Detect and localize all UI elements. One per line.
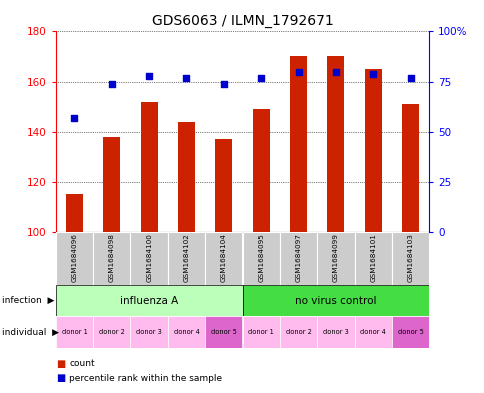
Text: donor 4: donor 4	[360, 329, 385, 335]
Bar	[364, 69, 381, 232]
Text: GSM1684103: GSM1684103	[407, 233, 413, 282]
Bar	[317, 232, 354, 285]
Text: infection  ▶: infection ▶	[2, 296, 55, 305]
Bar	[178, 122, 195, 232]
Text: GDS6063 / ILMN_1792671: GDS6063 / ILMN_1792671	[151, 14, 333, 28]
Text: GSM1684098: GSM1684098	[108, 233, 115, 282]
Text: count: count	[69, 359, 95, 368]
Bar	[317, 316, 354, 348]
Bar	[56, 316, 93, 348]
Bar	[130, 232, 167, 285]
Bar	[252, 109, 269, 232]
Bar	[56, 285, 242, 316]
Bar	[167, 232, 205, 285]
Bar	[93, 316, 130, 348]
Point	[294, 68, 302, 75]
Bar	[167, 316, 205, 348]
Bar	[93, 232, 130, 285]
Text: donor 3: donor 3	[136, 329, 162, 335]
Text: individual  ▶: individual ▶	[2, 328, 60, 336]
Text: donor 5: donor 5	[211, 329, 236, 335]
Bar	[242, 232, 279, 285]
Bar	[205, 232, 242, 285]
Text: donor 2: donor 2	[99, 329, 124, 335]
Text: GSM1684097: GSM1684097	[295, 233, 301, 282]
Point	[71, 114, 78, 121]
Point	[182, 74, 190, 81]
Text: ■: ■	[56, 373, 65, 384]
Bar	[103, 137, 120, 232]
Bar	[354, 232, 391, 285]
Point	[219, 81, 227, 87]
Bar	[242, 316, 279, 348]
Text: donor 3: donor 3	[322, 329, 348, 335]
Bar	[140, 101, 157, 232]
Bar	[66, 194, 83, 232]
Text: GSM1684100: GSM1684100	[146, 233, 152, 282]
Text: GSM1684096: GSM1684096	[71, 233, 77, 282]
Text: GSM1684099: GSM1684099	[332, 233, 338, 282]
Text: no virus control: no virus control	[294, 296, 376, 306]
Text: GSM1684095: GSM1684095	[257, 233, 264, 282]
Text: donor 1: donor 1	[248, 329, 273, 335]
Point	[257, 74, 265, 81]
Text: donor 4: donor 4	[173, 329, 199, 335]
Point	[369, 70, 377, 77]
Bar	[401, 104, 418, 232]
Bar	[391, 232, 428, 285]
Bar	[56, 232, 93, 285]
Point	[107, 81, 115, 87]
Bar	[279, 316, 317, 348]
Text: ■: ■	[56, 358, 65, 369]
Bar	[242, 285, 428, 316]
Text: percentile rank within the sample: percentile rank within the sample	[69, 374, 222, 383]
Bar	[327, 57, 344, 232]
Bar	[130, 316, 167, 348]
Point	[406, 74, 413, 81]
Text: GSM1684101: GSM1684101	[369, 233, 376, 282]
Bar	[215, 139, 232, 232]
Text: donor 5: donor 5	[397, 329, 423, 335]
Text: donor 2: donor 2	[285, 329, 311, 335]
Text: influenza A: influenza A	[120, 296, 178, 306]
Point	[145, 72, 153, 79]
Bar	[289, 57, 306, 232]
Text: GSM1684104: GSM1684104	[220, 233, 227, 282]
Point	[331, 68, 339, 75]
Bar	[205, 316, 242, 348]
Text: donor 1: donor 1	[61, 329, 87, 335]
Bar	[391, 316, 428, 348]
Bar	[279, 232, 317, 285]
Bar	[354, 316, 391, 348]
Text: GSM1684102: GSM1684102	[183, 233, 189, 282]
